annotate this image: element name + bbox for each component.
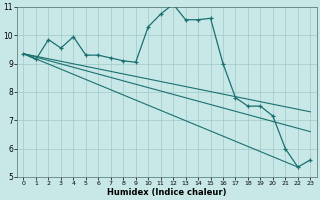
X-axis label: Humidex (Indice chaleur): Humidex (Indice chaleur) [107, 188, 227, 197]
